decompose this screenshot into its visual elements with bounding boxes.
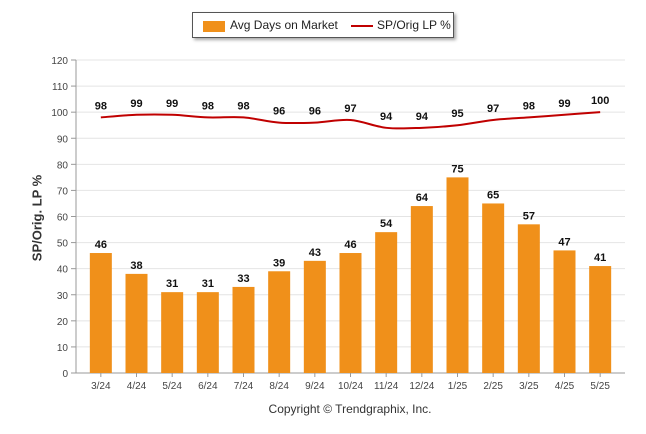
- y-tick-label: 30: [57, 291, 69, 302]
- bar-value-label: 46: [95, 239, 107, 251]
- y-tick-label: 40: [57, 265, 69, 276]
- bar-value-label: 41: [594, 252, 606, 264]
- y-tick-label: 0: [62, 369, 68, 380]
- y-tick-label: 60: [57, 213, 69, 224]
- line-value-label: 98: [202, 100, 214, 112]
- bar: [339, 253, 362, 373]
- x-tick-label: 7/24: [234, 381, 254, 392]
- bar: [232, 286, 255, 373]
- bar: [268, 271, 291, 373]
- y-tick-label: 110: [52, 82, 68, 93]
- line-value-label: 98: [523, 100, 535, 112]
- y-axis-ticks: 0 10 20 30 40 50 60 70 80 90 100 110 120: [51, 56, 77, 380]
- bar-value-label: 65: [487, 189, 499, 201]
- legend-label-bar: Avg Days on Market: [230, 18, 338, 32]
- bar: [161, 292, 184, 373]
- y-tick-label: 10: [57, 343, 69, 354]
- x-tick-label: 6/24: [198, 381, 218, 392]
- bar: [553, 250, 576, 373]
- bar-value-label: 57: [523, 210, 535, 222]
- bar-value-label: 64: [416, 192, 429, 204]
- bar: [196, 292, 219, 373]
- bar-value-label: 54: [380, 218, 393, 230]
- bar-value-label: 31: [166, 278, 178, 290]
- x-tick-label: 1/25: [448, 381, 468, 392]
- x-tick-label: 9/24: [305, 381, 325, 392]
- line-path: [100, 111, 601, 130]
- bar-value-label: 39: [273, 257, 285, 269]
- bar: [589, 266, 612, 373]
- bar: [303, 260, 326, 373]
- line-value-label: 94: [380, 111, 393, 123]
- bar: [125, 273, 148, 373]
- x-tick-label: 8/24: [269, 381, 289, 392]
- bar-value-label: 43: [309, 247, 321, 259]
- x-axis-ticks: 3/24 4/24 5/24 6/24 7/24 8/24 9/24 10/24 11/24 12…: [91, 373, 610, 392]
- bar-value-label: 47: [558, 236, 570, 248]
- bar: [517, 224, 540, 373]
- line-value-label: 98: [237, 100, 249, 112]
- y-tick-label: 120: [51, 56, 68, 67]
- bar: [375, 232, 398, 373]
- bar: [89, 253, 112, 373]
- line-value-label: 97: [344, 103, 356, 115]
- line-value-label: 99: [558, 98, 570, 110]
- x-tick-label: 4/24: [127, 381, 147, 392]
- bar: [446, 177, 469, 373]
- line-value-label: 96: [309, 106, 321, 118]
- y-axis-label: SP/Orig. LP %: [29, 174, 45, 262]
- line-value-label: 100: [591, 95, 609, 107]
- y-tick-label: 90: [57, 134, 69, 145]
- bar-series: 46 38 31 31 33 39 43 46 54 64 75 65 57 47 41: [89, 163, 612, 373]
- line-value-label: 98: [95, 100, 107, 112]
- bar-value-label: 46: [344, 239, 356, 251]
- x-tick-label: 3/25: [519, 381, 539, 392]
- x-tick-label: 11/24: [374, 381, 399, 392]
- copyright: Copyright © Trendgraphix, Inc.: [268, 402, 432, 416]
- x-tick-label: 12/24: [409, 381, 434, 392]
- x-tick-label: 4/25: [555, 381, 575, 392]
- x-tick-label: 5/24: [162, 381, 182, 392]
- bar-value-label: 75: [451, 163, 463, 175]
- line-value-label: 96: [273, 106, 285, 118]
- line-value-label: 94: [416, 111, 429, 123]
- y-tick-label: 70: [57, 186, 69, 197]
- line-value-label: 97: [487, 103, 499, 115]
- y-tick-label: 50: [57, 239, 69, 250]
- y-tick-label: 80: [57, 160, 69, 171]
- bar-value-label: 31: [202, 278, 214, 290]
- legend: Avg Days on Market SP/Orig LP %: [192, 12, 454, 38]
- line-value-label: 95: [451, 108, 463, 120]
- legend-swatch-bar: [203, 21, 225, 32]
- y-tick-label: 20: [57, 317, 69, 328]
- legend-label-line: SP/Orig LP %: [377, 18, 451, 32]
- bar-value-label: 38: [130, 260, 142, 272]
- bar: [410, 206, 433, 373]
- bar-value-label: 33: [237, 273, 249, 285]
- legend-swatch-line: [351, 25, 373, 27]
- x-tick-label: 10/24: [338, 381, 363, 392]
- line-value-label: 99: [166, 98, 178, 110]
- bar: [482, 203, 505, 373]
- line-value-label: 99: [130, 98, 142, 110]
- y-tick-label: 100: [51, 108, 68, 119]
- x-tick-label: 5/25: [590, 381, 610, 392]
- line-series: 98 99 99 98 98 96 96 97 94 94 95 97 98 99 100: [95, 95, 609, 130]
- x-tick-label: 2/25: [483, 381, 503, 392]
- x-tick-label: 3/24: [91, 381, 111, 392]
